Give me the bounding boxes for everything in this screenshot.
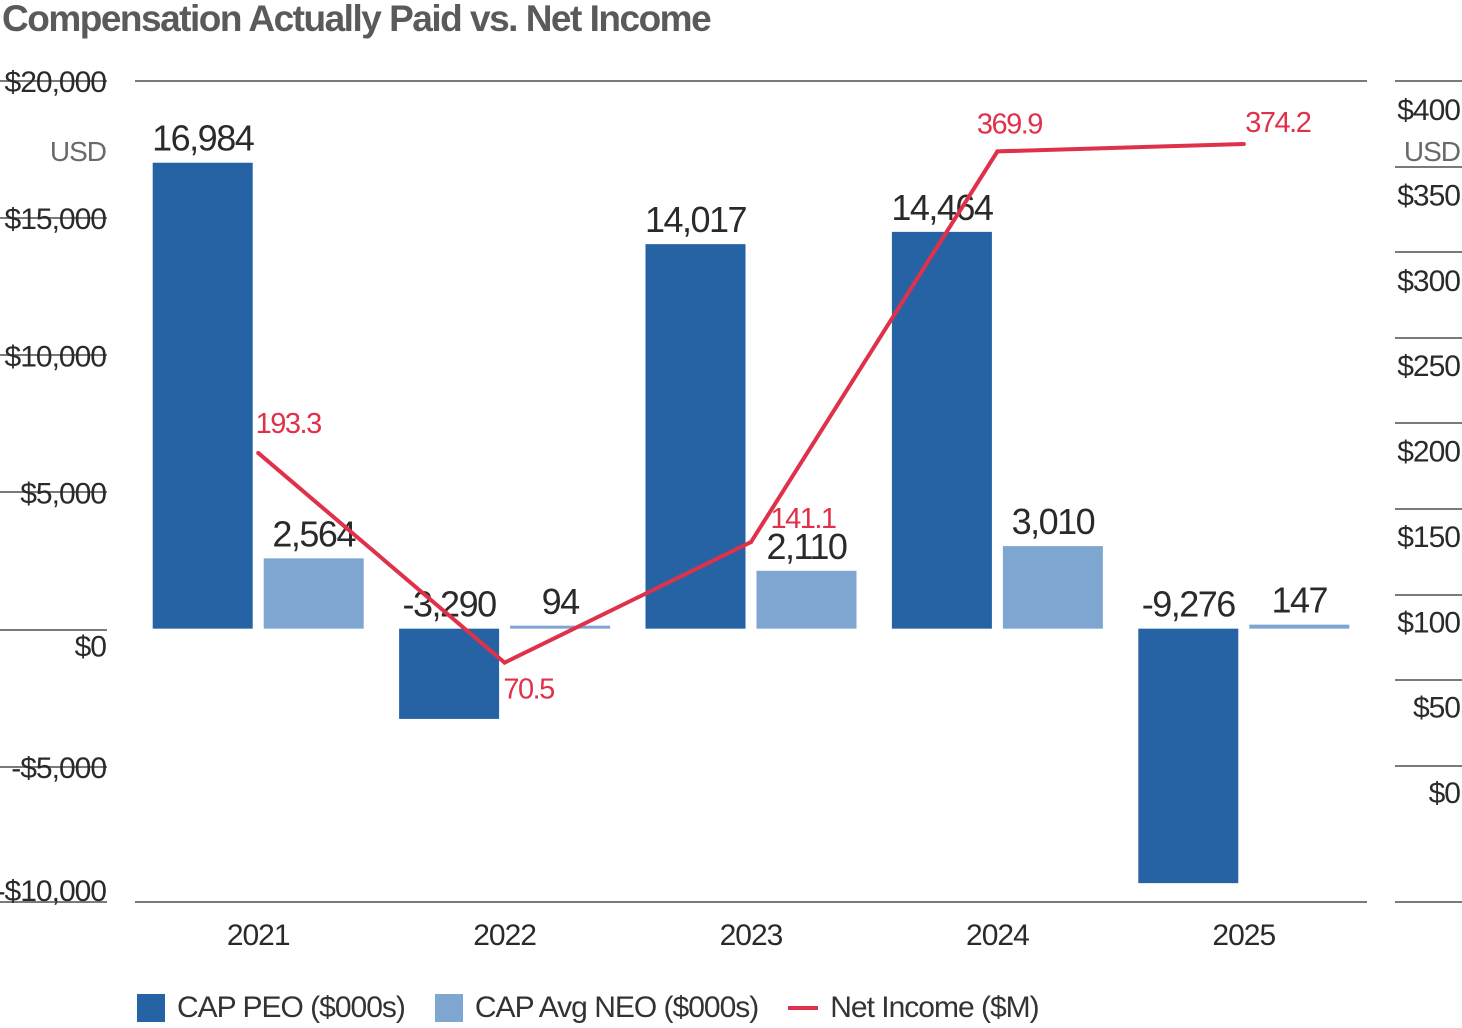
right-tick-label-200: $200: [1397, 436, 1460, 469]
right-tick-label-350: $350: [1397, 179, 1460, 212]
chart-title: Compensation Actually Paid vs. Net Incom…: [2, 0, 712, 39]
bar-cap-avg-neo-000s-2023: [756, 570, 857, 629]
legend: CAP PEO ($000s) CAP Avg NEO ($000s) Net …: [137, 988, 1069, 1028]
right-tick-label-400: $400: [1397, 94, 1460, 127]
bar-label-cap-avg-neo-000s-2024: 3,010: [1012, 501, 1095, 542]
right-tick-label-150: $150: [1397, 521, 1460, 554]
left-tick-label-20-000: $20,000: [5, 66, 107, 99]
bar-cap-avg-neo-000s-2021: [263, 558, 364, 629]
line-point-net-income-m-2022: [502, 660, 507, 665]
right-tick-label-300: $300: [1397, 265, 1460, 298]
left-tick-label-10-000: -$10,000: [0, 875, 106, 908]
bar-label-cap-peo-000s-2025: -9,276: [1142, 584, 1236, 625]
left-tick-label-0: $0: [75, 631, 107, 664]
bar-label-cap-peo-000s-2024: 14,464: [891, 187, 993, 228]
line-point-net-income-m-2023: [749, 540, 753, 545]
line-label-net-income-m-2021: 193.3: [256, 408, 321, 440]
x-tick-label-2021: 2021: [227, 919, 290, 952]
line-label-net-income-m-2024: 369.9: [977, 108, 1042, 140]
legend-label-cap-avg-neo: CAP Avg NEO ($000s): [474, 991, 759, 1024]
bar-label-cap-avg-neo-000s-2021: 2,564: [272, 513, 355, 554]
legend-swatch-net-income: [788, 1006, 819, 1010]
line-label-net-income-m-2025: 374.2: [1245, 107, 1310, 139]
bar-cap-peo-000s-2021: [152, 162, 253, 629]
bar-cap-peo-000s-2024: [891, 231, 992, 629]
bar-label-cap-avg-neo-000s-2023: 2,110: [767, 526, 847, 567]
legend-item-cap-peo: CAP PEO ($000s): [137, 991, 406, 1025]
legend-item-cap-avg-neo: CAP Avg NEO ($000s): [434, 991, 759, 1025]
line-point-net-income-m-2021: [256, 450, 261, 455]
bar-label-cap-avg-neo-000s-2022: 94: [542, 581, 580, 622]
left-axis-unit: USD: [50, 136, 106, 167]
bar-cap-peo-000s-2023: [645, 244, 746, 629]
right-tick-label-0: $0: [1429, 777, 1461, 810]
right-tick-label-100: $100: [1397, 606, 1460, 639]
legend-swatch-cap-avg-neo: [434, 994, 463, 1022]
chart-plot: $20,000 $15,000 $10,000 $5,000 $0 -$5,000 -$10…: [0, 66, 1462, 952]
bar-cap-avg-neo-000s-2024: [1002, 546, 1103, 629]
x-tick-label-2022: 2022: [473, 919, 536, 952]
legend-swatch-cap-peo: [137, 994, 165, 1022]
legend-label-cap-peo: CAP PEO ($000s): [177, 991, 406, 1024]
left-tick-label-10-000: $10,000: [5, 340, 107, 373]
bar-cap-peo-000s-2025: [1138, 628, 1239, 884]
bar-cap-avg-neo-000s-2025: [1249, 624, 1350, 629]
left-tick-label-5-000: $5,000: [20, 478, 106, 511]
line-point-net-income-m-2024: [995, 149, 1000, 154]
bar-label-cap-peo-000s-2023: 14,017: [645, 199, 747, 240]
line-label-net-income-m-2023: 141.1: [770, 503, 835, 535]
x-tick-label-2025: 2025: [1212, 919, 1275, 952]
legend-label-net-income: Net Income ($M): [830, 991, 1039, 1024]
bar-label-cap-peo-000s-2021: 16,984: [152, 118, 254, 159]
bar-cap-avg-neo-000s-2022: [510, 625, 611, 629]
right-axis-unit: USD: [1404, 136, 1460, 167]
bar-cap-peo-000s-2022: [399, 628, 500, 719]
bar-label-cap-avg-neo-000s-2025: 147: [1272, 580, 1328, 621]
x-tick-label-2024: 2024: [966, 919, 1029, 952]
legend-item-net-income: Net Income ($M): [788, 991, 1040, 1025]
line-label-net-income-m-2022: 70.5: [503, 674, 554, 706]
x-tick-label-2023: 2023: [720, 919, 783, 952]
left-tick-label-5-000: -$5,000: [11, 752, 106, 785]
right-tick-label-50: $50: [1413, 692, 1460, 725]
left-tick-label-15-000: $15,000: [5, 203, 107, 236]
line-point-net-income-m-2025: [1241, 142, 1246, 147]
right-tick-label-250: $250: [1397, 350, 1460, 383]
